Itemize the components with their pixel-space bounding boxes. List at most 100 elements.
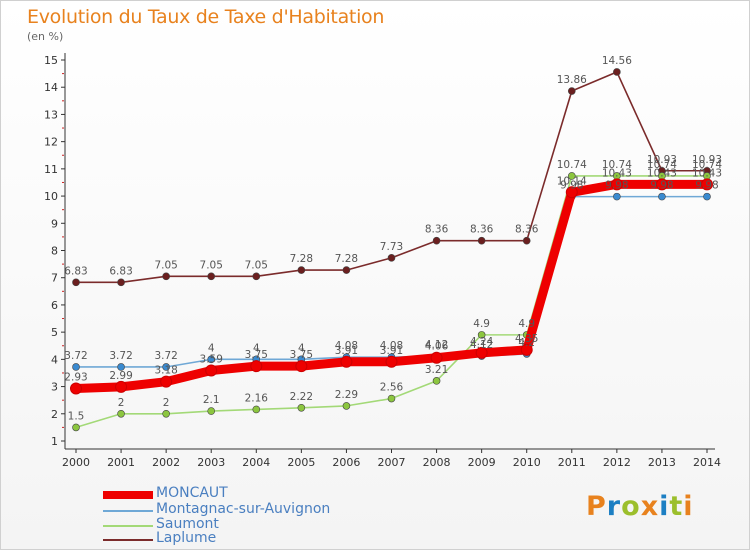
x-tick-label: 2001 xyxy=(107,456,135,469)
data-point-moncaut xyxy=(385,355,398,368)
y-minor-tick xyxy=(62,372,64,374)
chart-subtitle: (en %) xyxy=(27,30,64,43)
y-minor-tick xyxy=(62,399,64,401)
data-label-laplume: 8.36 xyxy=(470,224,494,236)
logo-letter: x xyxy=(640,491,660,522)
data-point-moncaut xyxy=(250,360,263,373)
data-label-laplume: 7.28 xyxy=(335,253,358,265)
data-label-saumont: 1.5 xyxy=(68,410,85,422)
data-point-saumont xyxy=(162,409,170,418)
legend-swatch-saumont xyxy=(103,525,153,527)
x-tick-label: 2012 xyxy=(603,456,631,469)
y-minor-tick xyxy=(62,100,64,102)
data-label-saumont: 2.1 xyxy=(203,394,220,406)
data-label-saumont: 3.21 xyxy=(425,364,448,376)
data-point-moncaut xyxy=(430,351,443,364)
chart-title: Evolution du Taux de Taxe d'Habitation xyxy=(27,6,385,28)
data-point-moncaut xyxy=(115,380,128,393)
data-point-montagnac-sur-auvignon xyxy=(658,192,666,201)
y-tick-label: 7 xyxy=(51,272,58,285)
data-label-moncaut: 3.91 xyxy=(335,345,358,357)
y-minor-tick xyxy=(62,236,64,238)
data-label-laplume: 6.83 xyxy=(64,265,87,277)
data-label-moncaut: 4.24 xyxy=(470,336,494,348)
data-label-montagnac-sur-auvignon: 4 xyxy=(253,342,260,354)
data-point-montagnac-sur-auvignon xyxy=(162,363,170,371)
data-label-montagnac-sur-auvignon: 4.2 xyxy=(518,337,535,349)
y-tick-label: 5 xyxy=(51,326,58,339)
data-point-saumont xyxy=(477,331,486,339)
y-minor-tick xyxy=(62,290,64,292)
data-point-laplume xyxy=(117,278,125,287)
logo-letter: P xyxy=(586,491,607,522)
data-point-moncaut xyxy=(475,346,488,359)
y-minor-tick xyxy=(62,154,64,156)
legend-label-moncaut: MONCAUT xyxy=(156,485,228,501)
data-label-saumont: 2.56 xyxy=(380,382,404,394)
x-tick-label: 2009 xyxy=(468,456,496,469)
y-tick-label: 2 xyxy=(51,408,58,421)
data-label-montagnac-sur-auvignon: 3.72 xyxy=(64,350,87,362)
data-point-saumont xyxy=(207,407,216,415)
data-label-saumont: 10.74 xyxy=(692,159,722,171)
data-label-montagnac-sur-auvignon: 9.98 xyxy=(605,180,628,192)
data-label-laplume: 10.93 xyxy=(647,154,677,166)
data-point-saumont xyxy=(72,423,80,432)
data-label-laplume: 7.05 xyxy=(200,259,223,271)
legend-label-laplume: Laplume xyxy=(156,530,217,546)
y-tick-label: 9 xyxy=(51,217,58,230)
x-tick-label: 2008 xyxy=(423,456,451,469)
data-label-saumont: 4.9 xyxy=(518,318,535,330)
data-label-saumont: 10.74 xyxy=(647,159,677,171)
data-point-moncaut xyxy=(655,178,668,191)
data-point-moncaut xyxy=(701,178,713,191)
data-point-montagnac-sur-auvignon xyxy=(207,355,216,364)
data-label-laplume: 10.93 xyxy=(692,154,722,166)
data-point-laplume xyxy=(613,68,621,76)
data-point-moncaut xyxy=(610,178,623,191)
data-point-laplume xyxy=(522,236,531,245)
data-label-laplume: 8.36 xyxy=(425,224,449,236)
data-label-montagnac-sur-auvignon: 9.98 xyxy=(695,180,718,192)
logo-letter: i xyxy=(659,491,670,522)
data-point-moncaut xyxy=(565,186,578,199)
x-tick-label: 2010 xyxy=(513,456,541,469)
data-point-laplume xyxy=(162,272,170,281)
data-label-moncaut: 3.59 xyxy=(200,354,223,366)
data-label-moncaut: 10.14 xyxy=(557,175,587,187)
data-label-moncaut: 3.18 xyxy=(154,365,177,377)
data-label-saumont: 2.22 xyxy=(290,391,313,403)
logo-letter: t xyxy=(669,491,684,522)
y-tick-label: 4 xyxy=(51,353,58,366)
data-label-moncaut: 3.75 xyxy=(290,349,313,361)
data-point-saumont xyxy=(297,403,306,412)
data-label-montagnac-sur-auvignon: 3.72 xyxy=(109,350,132,362)
data-label-laplume: 7.05 xyxy=(245,259,268,271)
data-label-moncaut: 2.93 xyxy=(64,371,87,383)
data-label-moncaut: 3.91 xyxy=(380,345,403,357)
y-minor-tick xyxy=(62,426,64,428)
data-labels-layer: 6.83 6.83 7.05 7.05 7.05 7.28 7.28 7.73 8.36 8.36… xyxy=(64,55,722,422)
data-point-saumont xyxy=(342,402,351,410)
data-point-moncaut xyxy=(205,364,218,377)
x-tick-label: 2006 xyxy=(332,456,360,469)
data-label-laplume: 7.05 xyxy=(154,259,177,271)
data-label-montagnac-sur-auvignon: 4.08 xyxy=(380,340,403,352)
y-tick-label: 11 xyxy=(44,163,58,176)
x-tick-label: 2005 xyxy=(287,456,315,469)
y-minor-tick xyxy=(62,345,64,347)
y-minor-tick xyxy=(62,318,64,320)
series-layer xyxy=(70,68,713,432)
y-minor-tick xyxy=(62,209,64,211)
data-point-moncaut xyxy=(70,382,82,395)
y-tick-label: 13 xyxy=(44,108,58,121)
data-point-saumont xyxy=(432,377,441,385)
x-tick-label: 2011 xyxy=(558,456,586,469)
data-label-montagnac-sur-auvignon: 9.98 xyxy=(560,180,583,192)
data-point-saumont xyxy=(117,409,125,418)
logo-letter: r xyxy=(606,491,622,522)
x-tick-label: 2003 xyxy=(197,456,225,469)
data-label-montagnac-sur-auvignon: 4.08 xyxy=(335,340,358,352)
data-point-laplume xyxy=(477,236,486,245)
